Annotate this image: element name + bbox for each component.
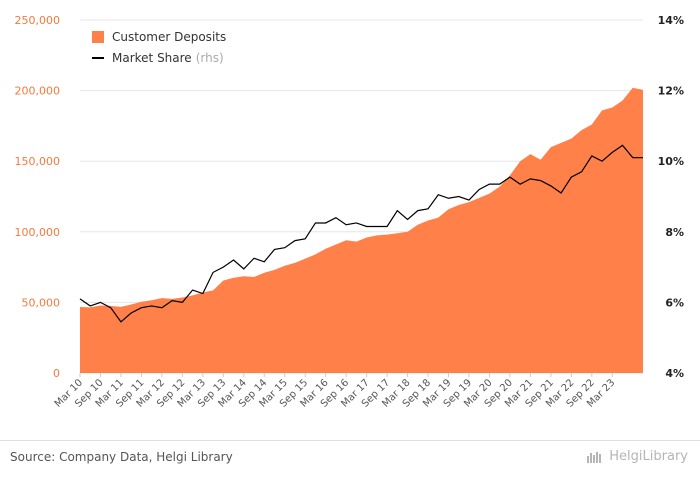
left-tick-label: 200,000 — [15, 85, 61, 98]
market-share-line — [79, 144, 643, 323]
legend-deposits-label: Customer Deposits — [112, 29, 227, 44]
left-tick-label: 250,000 — [15, 14, 61, 27]
source-text: Source: Company Data, Helgi Library — [10, 450, 233, 464]
left-tick-label: 50,000 — [22, 296, 61, 309]
legend-item-market-share[interactable]: Market Share (rhs) — [92, 47, 226, 68]
left-tick-label: 0 — [53, 367, 60, 380]
left-axis-ticks: 0 50,000 100,000 150,000 200,000 250,000 — [15, 14, 61, 380]
legend-market-share-label: Market Share — [112, 50, 192, 65]
legend-rhs-note: (rhs) — [195, 50, 224, 65]
deposits-area — [80, 87, 643, 373]
chart-area: 0 50,000 100,000 150,000 200,000 250,000 4% 6%… — [15, 14, 685, 410]
right-tick-label: 10% — [658, 155, 684, 168]
right-tick-label: 6% — [665, 296, 684, 309]
right-tick-label: 4% — [665, 367, 684, 380]
library-icon — [587, 451, 602, 463]
left-tick-label: 150,000 — [15, 155, 61, 168]
left-tick-label: 100,000 — [15, 226, 61, 239]
right-tick-label: 14% — [658, 14, 684, 27]
market-share-swatch — [92, 56, 104, 59]
right-tick-label: 12% — [658, 85, 684, 98]
market-share-line-layer — [79, 144, 643, 323]
right-tick-label: 8% — [665, 226, 684, 239]
legend-item-deposits[interactable]: Customer Deposits — [92, 26, 226, 47]
legend: Customer Deposits Market Share (rhs) — [92, 26, 226, 68]
right-axis-ticks: 4% 6% 8% 10% 12% 14% — [658, 14, 684, 380]
deposits-area-layer — [80, 87, 643, 373]
logo-text: HelgiLibrary — [609, 449, 688, 464]
deposits-swatch — [92, 30, 104, 43]
helgi-library-logo[interactable]: HelgiLibrary — [586, 449, 688, 464]
footer-divider — [0, 440, 700, 441]
